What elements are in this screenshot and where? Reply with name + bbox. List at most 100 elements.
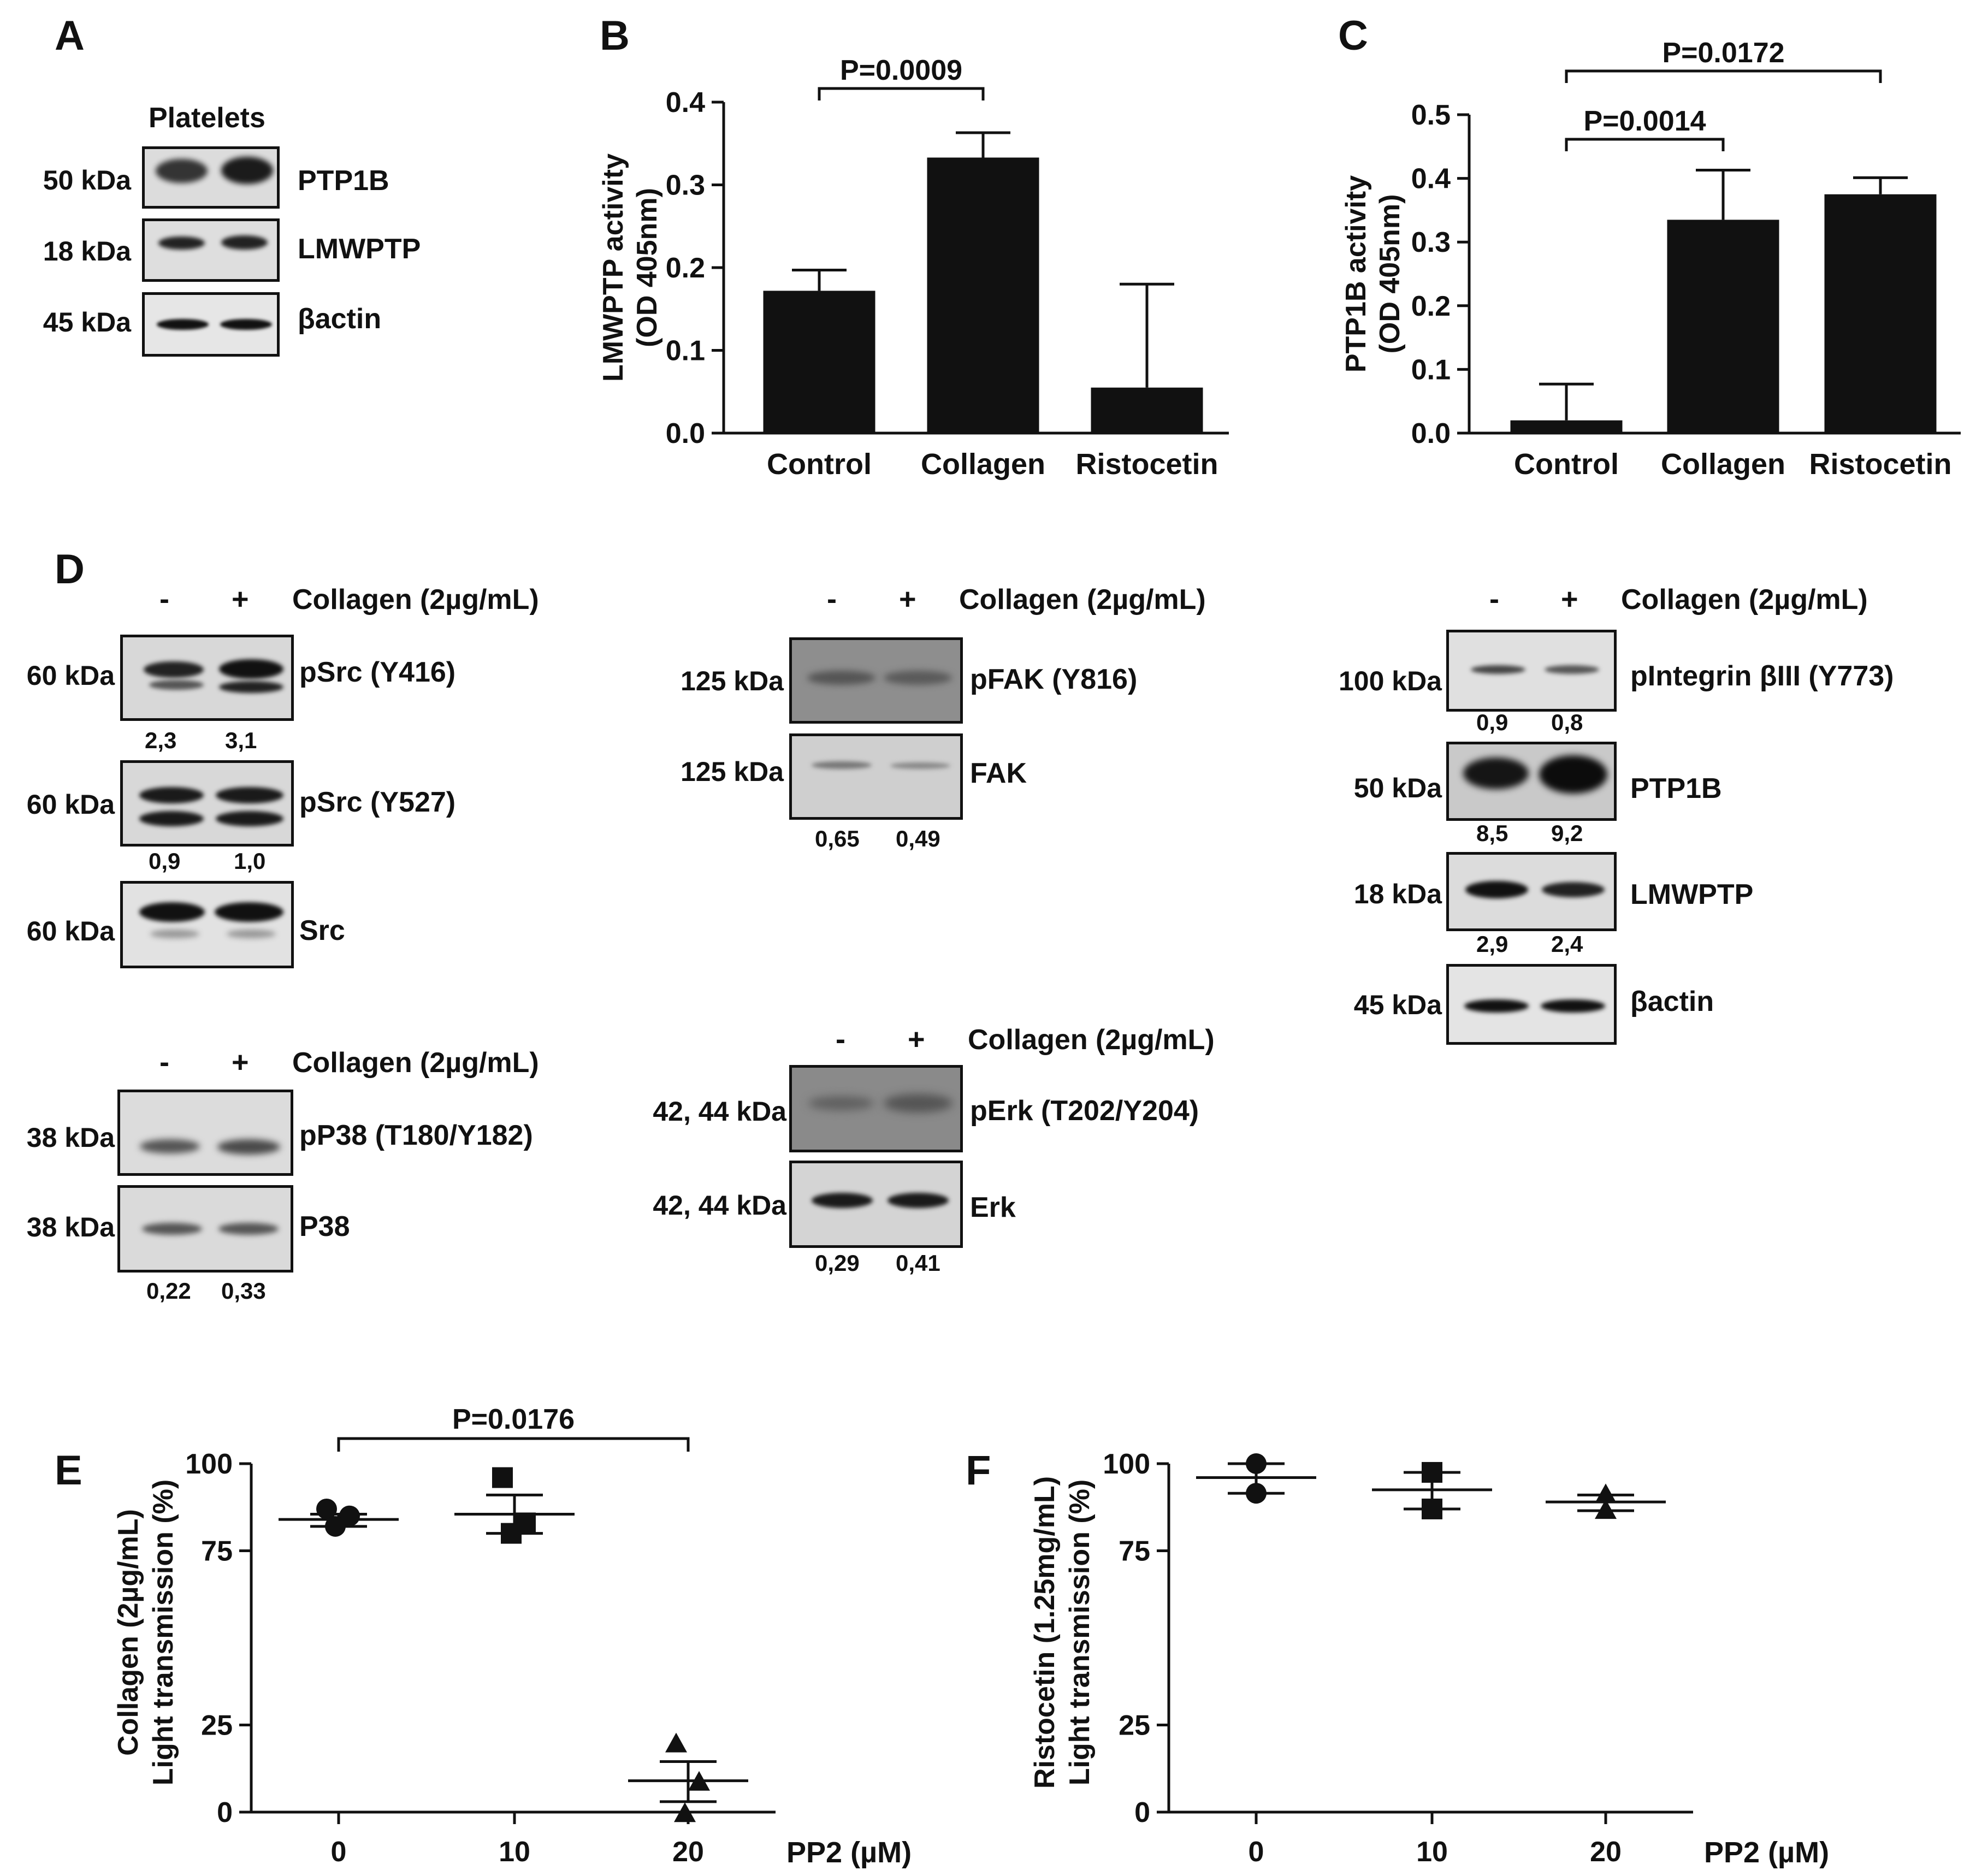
data-point	[339, 1505, 360, 1526]
y-tick-label: 25	[1119, 1710, 1150, 1742]
blot-perk	[789, 1065, 963, 1152]
x-tick-label: Collagen	[1661, 448, 1785, 481]
blot-band	[139, 787, 204, 803]
y-axis-label: Ristocetin (1.25mg/mL)	[1029, 1476, 1061, 1789]
lane-minus: -	[159, 1046, 169, 1079]
kda-label: 50 kDa	[1353, 773, 1442, 803]
quant-value: 0,65	[815, 826, 860, 851]
data-point	[1422, 1461, 1442, 1483]
data-point	[1595, 1499, 1617, 1519]
panel-letter-a: A	[55, 13, 85, 59]
y-tick-label: 0.4	[666, 87, 705, 119]
blot-band	[227, 930, 276, 938]
kda-label: 60 kDa	[26, 916, 115, 946]
quant-value: 0,49	[896, 826, 940, 851]
blot-pintegrin	[1446, 630, 1617, 712]
kda-label: 18 kDa	[43, 236, 131, 267]
protein-label: pSrc (Y416)	[299, 656, 456, 688]
x-tick-label: 0	[1249, 1836, 1264, 1868]
blot-bactin-d	[1446, 964, 1617, 1045]
quant-value: 0,22	[146, 1278, 191, 1304]
x-tick-label: 10	[1416, 1836, 1448, 1868]
panel-letter-d: D	[55, 546, 85, 593]
panel-letter-b: B	[600, 13, 630, 59]
y-tick-label: 0	[1134, 1797, 1150, 1828]
protein-label: P38	[299, 1211, 350, 1242]
quant-value: 9,2	[1551, 820, 1583, 846]
y-tick-label: 0.5	[1411, 99, 1451, 131]
y-tick-label: 0.0	[666, 418, 705, 449]
blot-band	[218, 1223, 279, 1235]
blot-band	[219, 681, 283, 693]
lane-plus: +	[1561, 583, 1578, 616]
blot-band	[1464, 999, 1529, 1013]
treatment-label: Collagen (2µg/mL)	[959, 584, 1206, 616]
blot-band	[890, 762, 950, 769]
protein-label: PTP1B	[1630, 773, 1722, 804]
kda-label: 60 kDa	[26, 789, 115, 820]
blot-band	[219, 659, 283, 679]
y-tick-label: 100	[185, 1448, 233, 1480]
bar	[927, 157, 1039, 433]
quant-value: 0,9	[149, 848, 181, 874]
protein-label: pP38 (T180/Y182)	[299, 1120, 533, 1151]
protein-label: LMWPTP	[298, 233, 421, 265]
bar	[1510, 420, 1623, 433]
blot-band	[150, 930, 199, 938]
blot-band	[142, 1223, 202, 1235]
kda-label: 18 kDa	[1353, 879, 1442, 909]
quant-value: 0,33	[221, 1278, 266, 1304]
kda-label: 38 kDa	[26, 1212, 115, 1242]
x-axis-label: PP2 (µM)	[786, 1836, 912, 1869]
quant-value: 2,3	[145, 727, 177, 753]
protein-label: Erk	[970, 1192, 1016, 1223]
bar	[763, 291, 875, 433]
y-axis-label: LMWPTP activity	[597, 153, 629, 382]
y-axis-label: Collagen (2µg/mL)	[113, 1509, 144, 1756]
blot-band	[1541, 999, 1605, 1013]
blot-band	[807, 671, 875, 685]
x-tick-label: Control	[1514, 448, 1619, 481]
treatment-label: Collagen (2µg/mL)	[292, 584, 539, 616]
x-tick-label: 0	[331, 1836, 347, 1868]
lane-minus: -	[1489, 583, 1499, 616]
blot-band	[144, 661, 204, 678]
data-point	[688, 1771, 710, 1791]
x-tick-label: 20	[1590, 1836, 1622, 1868]
quant-value: 0,41	[896, 1250, 940, 1276]
quant-value: 1,0	[234, 848, 266, 874]
panel-letter-e: E	[55, 1447, 82, 1494]
p-value-label: P=0.0176	[452, 1404, 575, 1435]
protein-label: pIntegrin βIII (Y773)	[1630, 660, 1894, 692]
y-tick-label: 25	[201, 1710, 233, 1742]
treatment-label: Collagen (2µg/mL)	[292, 1047, 539, 1079]
quant-value: 0,29	[815, 1250, 860, 1276]
blot-band	[884, 671, 952, 685]
p-value-label: P=0.0014	[1583, 105, 1706, 137]
blot-band	[158, 236, 205, 250]
blot-band	[1545, 665, 1599, 674]
blot-band	[221, 157, 273, 184]
kda-label: 60 kDa	[26, 660, 115, 691]
blot-band	[216, 811, 283, 826]
x-axis-label: PP2 (µM)	[1704, 1836, 1829, 1869]
bar	[1824, 194, 1937, 433]
blot-band	[215, 902, 283, 922]
blot-band	[812, 761, 872, 769]
lane-plus: +	[232, 583, 249, 616]
y-tick-label: 0.3	[666, 170, 705, 202]
y-tick-label: 0.2	[666, 252, 705, 284]
protein-label: pFAK (Y816)	[970, 664, 1138, 695]
blot-psrc-y416	[120, 635, 294, 721]
y-tick-label: 0.0	[1411, 418, 1451, 449]
protein-label: βactin	[298, 303, 382, 335]
significance-bracket	[337, 1437, 690, 1452]
blot-band	[884, 1094, 952, 1112]
protein-label: PTP1B	[298, 165, 389, 197]
y-tick-label: 75	[201, 1536, 233, 1567]
data-point	[1246, 1483, 1267, 1504]
blot-band	[221, 235, 268, 250]
y-axis-label: (OD 405nm)	[1374, 194, 1406, 354]
data-point	[501, 1523, 522, 1544]
